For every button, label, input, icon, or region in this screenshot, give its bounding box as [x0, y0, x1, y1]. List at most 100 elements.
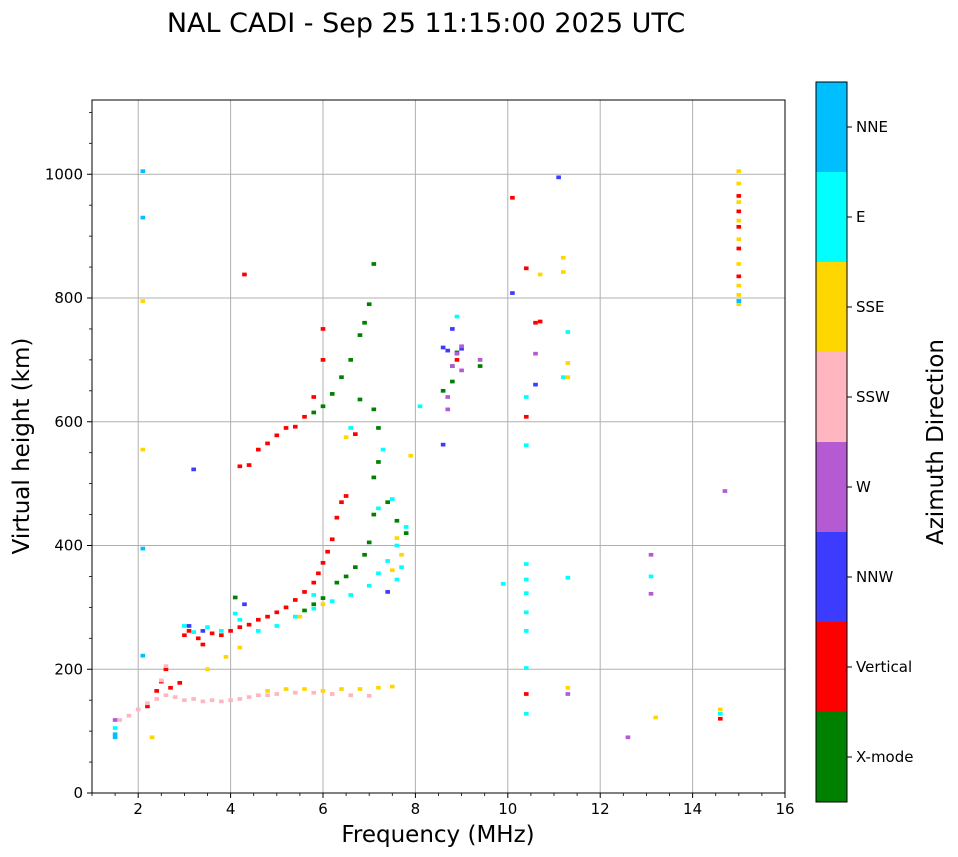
data-point-x-mode: [302, 608, 307, 613]
colorbar-segment: [816, 442, 847, 532]
y-tick-label: 400: [54, 537, 83, 555]
data-point-vertical: [311, 395, 317, 399]
data-point-sse: [736, 200, 742, 204]
data-point-vertical: [353, 432, 358, 436]
data-point-nne: [140, 169, 146, 174]
data-point-w: [722, 489, 728, 493]
colorbar-segment: [816, 82, 847, 172]
data-point-e: [385, 559, 390, 563]
y-tick-label: 800: [54, 289, 83, 307]
data-point-vertical: [736, 274, 742, 279]
colorbar-tick-label: NNW: [856, 568, 893, 586]
data-point-ssw: [182, 698, 187, 703]
data-point-vertical: [265, 441, 270, 446]
data-point-x-mode: [334, 580, 340, 585]
data-point-e: [500, 582, 506, 586]
data-point-vertical: [510, 195, 515, 200]
data-point-vertical: [177, 681, 183, 685]
data-point-vertical: [302, 414, 307, 419]
data-point-nnw: [242, 602, 247, 607]
data-point-nne: [112, 735, 118, 740]
data-point-sse: [389, 684, 395, 689]
grid: [92, 100, 785, 793]
data-point-x-mode: [362, 320, 367, 325]
x-axis-label: Frequency (MHz): [341, 822, 534, 848]
data-point-vertical: [736, 194, 742, 198]
data-point-vertical: [292, 598, 298, 602]
data-point-vertical: [533, 320, 538, 325]
data-point-vertical: [325, 549, 330, 554]
data-point-vertical: [237, 625, 243, 630]
colorbar-segment: [816, 712, 847, 802]
data-point-e: [274, 624, 280, 628]
data-point-vertical: [200, 642, 206, 647]
data-point-e: [394, 543, 400, 548]
data-point-vertical: [736, 209, 742, 214]
data-point-nnw: [191, 467, 196, 472]
data-point-vertical: [718, 716, 723, 721]
data-point-vertical: [329, 537, 335, 542]
data-point-ssw: [145, 701, 150, 706]
data-point-e: [256, 629, 261, 633]
data-point-e: [376, 506, 381, 511]
data-point-nne: [736, 299, 742, 303]
data-point-x-mode: [371, 407, 377, 412]
plot-frame: [91, 99, 786, 794]
data-point-ssw: [265, 693, 270, 698]
data-point-vertical: [454, 358, 460, 362]
y-axis-label: Virtual height (km): [9, 338, 35, 555]
data-point-e: [191, 630, 196, 634]
data-point-nnw: [440, 442, 446, 447]
data-point-e: [648, 574, 654, 579]
data-point-sse: [223, 655, 229, 659]
data-point-nnw: [385, 590, 390, 594]
data-point-vertical: [186, 629, 192, 633]
colorbar-tick-label: SSE: [856, 298, 885, 316]
y-tick-label: 600: [54, 413, 83, 431]
data-point-x-mode: [348, 358, 354, 362]
data-point-vertical: [168, 685, 173, 690]
data-point-x-mode: [339, 375, 344, 380]
data-point-sse: [560, 255, 566, 260]
data-point-vertical: [736, 246, 742, 251]
data-point-sse: [376, 685, 381, 690]
data-point-e: [205, 625, 210, 630]
data-point-x-mode: [376, 426, 381, 430]
data-point-e: [237, 617, 243, 622]
data-point-e: [403, 525, 409, 529]
data-point-sse: [736, 262, 742, 266]
data-point-nne: [140, 546, 146, 551]
data-point-ssw: [191, 697, 196, 701]
x-tick-label: 10: [498, 800, 517, 818]
data-point-x-mode: [353, 565, 358, 570]
data-point-ssw: [154, 697, 159, 701]
data-point-ssw: [135, 707, 141, 712]
data-point-vertical: [163, 667, 169, 672]
data-point-e: [329, 599, 335, 604]
data-point-sse: [736, 218, 742, 223]
data-point-vertical: [302, 590, 307, 594]
data-point-sse: [736, 181, 742, 186]
y-tick-label: 200: [54, 660, 83, 678]
colorbar-segment: [816, 622, 847, 712]
data-point-e: [394, 577, 400, 582]
x-tick-label: 6: [318, 800, 328, 818]
data-point-vertical: [320, 327, 326, 331]
data-point-nnw: [440, 345, 446, 350]
data-point-e: [523, 443, 529, 448]
data-point-sse: [736, 293, 742, 297]
data-point-x-mode: [343, 574, 349, 579]
data-point-e: [311, 606, 317, 611]
data-point-nnw: [200, 629, 206, 633]
data-point-vertical: [237, 464, 243, 469]
data-point-e: [523, 395, 529, 399]
data-point-e: [523, 666, 529, 670]
data-point-w: [445, 395, 451, 399]
data-point-x-mode: [311, 410, 317, 415]
data-point-ssw: [366, 694, 372, 698]
colorbar-segment: [816, 532, 847, 622]
x-axis-ticks: 2 4 6 8 10 12 14 16: [91, 793, 795, 818]
data-point-vertical: [228, 629, 233, 633]
data-point-x-mode: [450, 379, 455, 384]
